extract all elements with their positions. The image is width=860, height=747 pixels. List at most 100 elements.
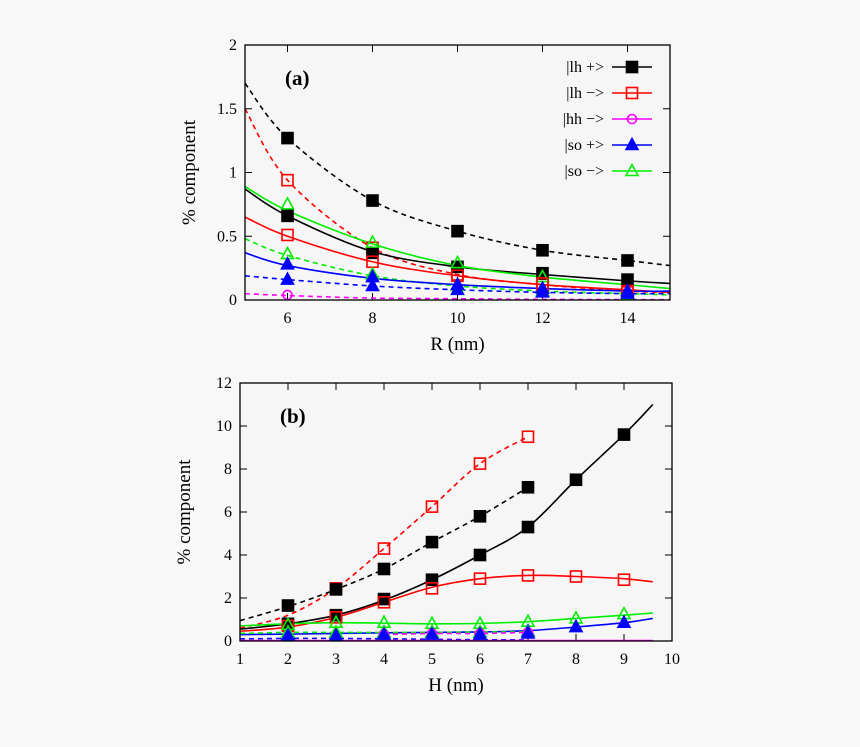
series-line bbox=[240, 403, 654, 630]
data-point bbox=[365, 277, 380, 292]
data-point bbox=[281, 228, 294, 242]
x-axis-label: R (nm) bbox=[430, 334, 484, 355]
legend-label: |lh +> bbox=[566, 59, 604, 76]
y-tick-label: 0 bbox=[224, 633, 232, 650]
data-point bbox=[281, 173, 294, 187]
data-point bbox=[569, 570, 583, 583]
x-tick-label: 4 bbox=[380, 651, 388, 668]
data-point bbox=[329, 611, 343, 624]
legend-marker bbox=[624, 162, 640, 177]
panel-label: (a) bbox=[285, 66, 310, 90]
y-tick-label: 2 bbox=[229, 37, 237, 54]
data-point bbox=[328, 627, 344, 641]
data-point bbox=[451, 224, 464, 238]
data-point bbox=[425, 582, 439, 595]
legend-marker bbox=[626, 113, 638, 125]
data-point bbox=[521, 520, 535, 534]
panel-a: 6 8 10 12 14 0 0.5 1 1.5 2 (a) R (nm) % component |lh… bbox=[179, 37, 671, 355]
data-point bbox=[450, 254, 465, 269]
data-point bbox=[366, 194, 379, 207]
x-tick-label: 5 bbox=[428, 651, 436, 668]
data-point bbox=[536, 243, 549, 257]
plot-frame bbox=[244, 44, 671, 301]
data-point bbox=[376, 626, 392, 640]
data-point bbox=[521, 430, 535, 444]
x-tick-label: 8 bbox=[572, 651, 580, 668]
data-point bbox=[425, 535, 439, 549]
legend-label: |hh −> bbox=[563, 111, 604, 128]
y-axis-label: % component bbox=[179, 119, 200, 225]
data-point bbox=[280, 256, 295, 270]
data-point bbox=[473, 548, 487, 562]
data-point bbox=[521, 569, 535, 582]
data-point bbox=[569, 473, 583, 487]
data-point bbox=[617, 428, 631, 441]
data-point bbox=[617, 573, 631, 587]
data-point bbox=[472, 626, 488, 640]
data-point bbox=[616, 614, 632, 629]
data-point bbox=[377, 592, 391, 606]
data-point bbox=[377, 542, 391, 555]
legend-label: |so −> bbox=[565, 163, 604, 180]
data-point bbox=[425, 573, 439, 587]
data-point bbox=[425, 500, 439, 513]
panel-label: (b) bbox=[280, 404, 306, 428]
y-axis-label: % component bbox=[174, 459, 195, 565]
x-tick-label: 1 bbox=[236, 651, 244, 668]
data-point bbox=[536, 266, 549, 280]
data-point bbox=[281, 131, 294, 145]
data-point bbox=[473, 457, 487, 470]
y-tick-label: 12 bbox=[216, 375, 232, 392]
data-point bbox=[377, 595, 391, 609]
data-point bbox=[521, 480, 535, 494]
data-point bbox=[329, 583, 343, 596]
data-point bbox=[621, 254, 634, 267]
x-tick-label: 8 bbox=[369, 310, 377, 327]
x-tick-label: 7 bbox=[524, 651, 532, 668]
x-tick-label: 3 bbox=[332, 651, 340, 668]
data-point bbox=[281, 599, 295, 612]
legend-label: |lh −> bbox=[566, 85, 604, 102]
legend: |lh +> |lh −> |hh −> |so +> |so −> bbox=[563, 59, 652, 180]
y-tick-label: 0.5 bbox=[217, 228, 237, 245]
y-tick-label: 10 bbox=[216, 418, 232, 435]
y-tick-label: 8 bbox=[224, 461, 232, 478]
x-tick-label: 6 bbox=[476, 651, 484, 668]
legend-marker bbox=[625, 60, 639, 74]
data-point bbox=[424, 626, 440, 640]
data-point bbox=[535, 284, 550, 298]
series-line bbox=[240, 612, 653, 627]
x-tick-label: 12 bbox=[535, 310, 551, 327]
legend-marker bbox=[625, 86, 639, 100]
data-point bbox=[280, 196, 295, 210]
y-tick-label: 1 bbox=[229, 165, 237, 182]
data-point bbox=[568, 618, 584, 633]
legend-label: |so +> bbox=[565, 137, 604, 154]
data-point bbox=[281, 209, 294, 223]
data-point bbox=[280, 271, 295, 285]
y-tick-label: 0 bbox=[229, 292, 237, 309]
x-tick-label: 10 bbox=[450, 310, 466, 327]
y-tick-label: 2 bbox=[224, 590, 232, 607]
x-tick-label: 14 bbox=[620, 310, 636, 327]
data-point bbox=[280, 627, 296, 641]
data-point bbox=[520, 625, 536, 639]
series-line bbox=[383, 631, 529, 636]
data-point bbox=[365, 234, 380, 248]
data-point bbox=[620, 285, 635, 299]
y-tick-label: 1.5 bbox=[217, 101, 237, 118]
series-line bbox=[240, 436, 529, 629]
data-point bbox=[450, 281, 465, 296]
x-tick-label: 10 bbox=[664, 651, 680, 668]
x-tick-label: 9 bbox=[620, 651, 628, 668]
plot-frame bbox=[239, 382, 673, 642]
x-tick-label: 6 bbox=[284, 310, 292, 327]
data-point bbox=[377, 562, 391, 576]
x-axis-label: H (nm) bbox=[428, 675, 483, 696]
x-tick-label: 2 bbox=[284, 651, 292, 668]
data-point bbox=[473, 509, 487, 523]
legend-marker bbox=[624, 136, 640, 151]
series-line bbox=[245, 108, 670, 294]
